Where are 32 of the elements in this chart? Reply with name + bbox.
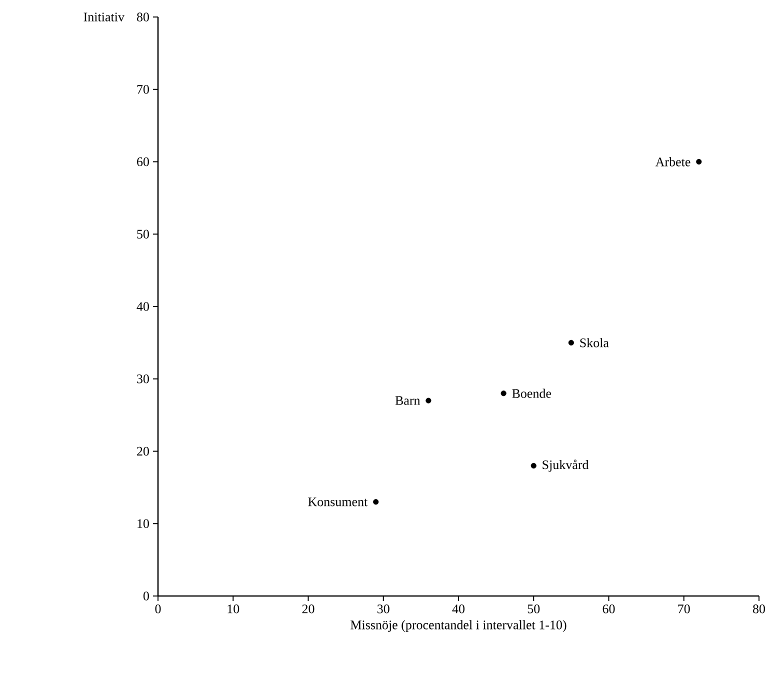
x-tick-label: 60	[602, 604, 615, 614]
annotation: Konsument	[308, 498, 368, 506]
annotation: Skola	[580, 338, 609, 348]
annotation: Boende	[512, 388, 552, 398]
x-tick-label: 50	[528, 604, 540, 614]
point	[696, 158, 702, 165]
x-tick-label: 80	[752, 604, 765, 614]
y-tick-label: 20	[137, 446, 149, 456]
x-tick-label: 20	[302, 604, 314, 614]
point	[373, 499, 379, 505]
y-tick-label: 50	[137, 230, 149, 239]
y-axis-title: Initiativ	[84, 12, 124, 22]
y-tick-label: 30	[137, 374, 149, 384]
y-tick-label: 40	[136, 302, 149, 311]
x-tick-label: 70	[678, 604, 690, 614]
annotation: Arbete	[655, 157, 690, 166]
annotation: Sjukvård	[542, 460, 589, 472]
x-tick-label: 0	[155, 604, 161, 614]
point	[426, 398, 432, 404]
point	[568, 340, 574, 346]
x-axis-title: Missnöje (procentandel i intervallet 1-10)	[350, 620, 566, 632]
y-tick-label: 10	[138, 519, 149, 528]
point	[500, 390, 506, 396]
x-tick-label: 10	[228, 604, 240, 614]
y-tick-label: 70	[137, 84, 149, 94]
x-tick-label: 40	[452, 604, 465, 614]
y-tick-label: 60	[137, 157, 149, 166]
y-tick-label: 80	[136, 12, 149, 22]
annotation: Barn	[395, 396, 420, 405]
point	[530, 462, 536, 469]
x-tick-label: 30	[378, 604, 390, 614]
y-tick-label: 0	[143, 592, 149, 600]
